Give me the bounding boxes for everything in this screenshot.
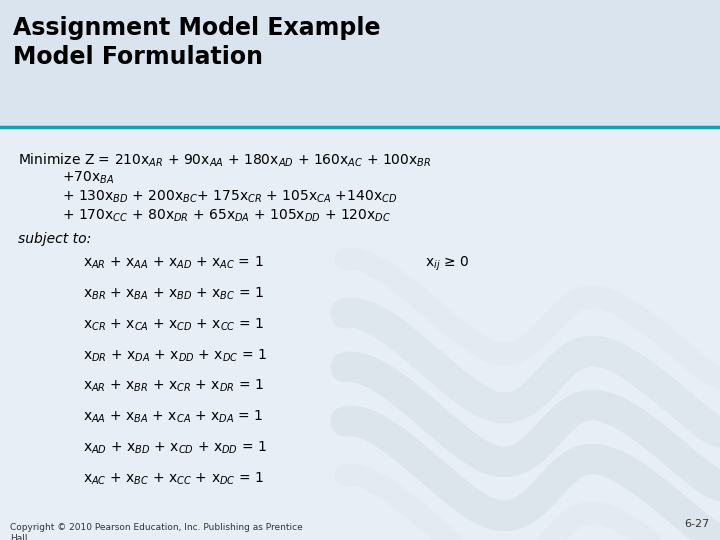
Text: x$_{CR}$ + x$_{CA}$ + x$_{CD}$ + x$_{CC}$ = 1: x$_{CR}$ + x$_{CA}$ + x$_{CD}$ + x$_{CC}… (83, 316, 264, 333)
Text: Minimize Z = 210x$_{AR}$ + 90x$_{AA}$ + 180x$_{AD}$ + 160x$_{AC}$ + 100x$_{BR}$: Minimize Z = 210x$_{AR}$ + 90x$_{AA}$ + … (18, 151, 431, 168)
FancyBboxPatch shape (0, 0, 720, 127)
Text: +70x$_{BA}$: +70x$_{BA}$ (18, 170, 114, 186)
Text: Assignment Model Example
Model Formulation: Assignment Model Example Model Formulati… (13, 16, 380, 69)
Text: x$_{BR}$ + x$_{BA}$ + x$_{BD}$ + x$_{BC}$ = 1: x$_{BR}$ + x$_{BA}$ + x$_{BD}$ + x$_{BC}… (83, 286, 264, 302)
Text: x$_{ij}$ ≥ 0: x$_{ij}$ ≥ 0 (425, 255, 469, 273)
Text: subject to:: subject to: (18, 232, 91, 246)
Text: x$_{AR}$ + x$_{AA}$ + x$_{AD}$ + x$_{AC}$ = 1: x$_{AR}$ + x$_{AA}$ + x$_{AD}$ + x$_{AC}… (83, 255, 264, 271)
Text: Copyright © 2010 Pearson Education, Inc. Publishing as Prentice
Hall: Copyright © 2010 Pearson Education, Inc.… (10, 523, 303, 540)
Text: x$_{DR}$ + x$_{DA}$ + x$_{DD}$ + x$_{DC}$ = 1: x$_{DR}$ + x$_{DA}$ + x$_{DD}$ + x$_{DC}… (83, 347, 267, 363)
Text: x$_{AC}$ + x$_{BC}$ + x$_{CC}$ + x$_{DC}$ = 1: x$_{AC}$ + x$_{BC}$ + x$_{CC}$ + x$_{DC}… (83, 470, 264, 487)
Text: + 130x$_{BD}$ + 200x$_{BC}$+ 175x$_{CR}$ + 105x$_{CA}$ +140x$_{CD}$: + 130x$_{BD}$ + 200x$_{BC}$+ 175x$_{CR}$… (18, 189, 397, 205)
Text: x$_{AR}$ + x$_{BR}$ + x$_{CR}$ + x$_{DR}$ = 1: x$_{AR}$ + x$_{BR}$ + x$_{CR}$ + x$_{DR}… (83, 378, 264, 394)
Text: + 170x$_{CC}$ + 80x$_{DR}$ + 65x$_{DA}$ + 105x$_{DD}$ + 120x$_{DC}$: + 170x$_{CC}$ + 80x$_{DR}$ + 65x$_{DA}$ … (18, 208, 391, 224)
Text: 6-27: 6-27 (684, 519, 709, 529)
Text: x$_{AD}$ + x$_{BD}$ + x$_{CD}$ + x$_{DD}$ = 1: x$_{AD}$ + x$_{BD}$ + x$_{CD}$ + x$_{DD}… (83, 440, 266, 456)
Text: x$_{AA}$ + x$_{BA}$ + x$_{CA}$ + x$_{DA}$ = 1: x$_{AA}$ + x$_{BA}$ + x$_{CA}$ + x$_{DA}… (83, 409, 264, 425)
FancyBboxPatch shape (0, 127, 720, 540)
